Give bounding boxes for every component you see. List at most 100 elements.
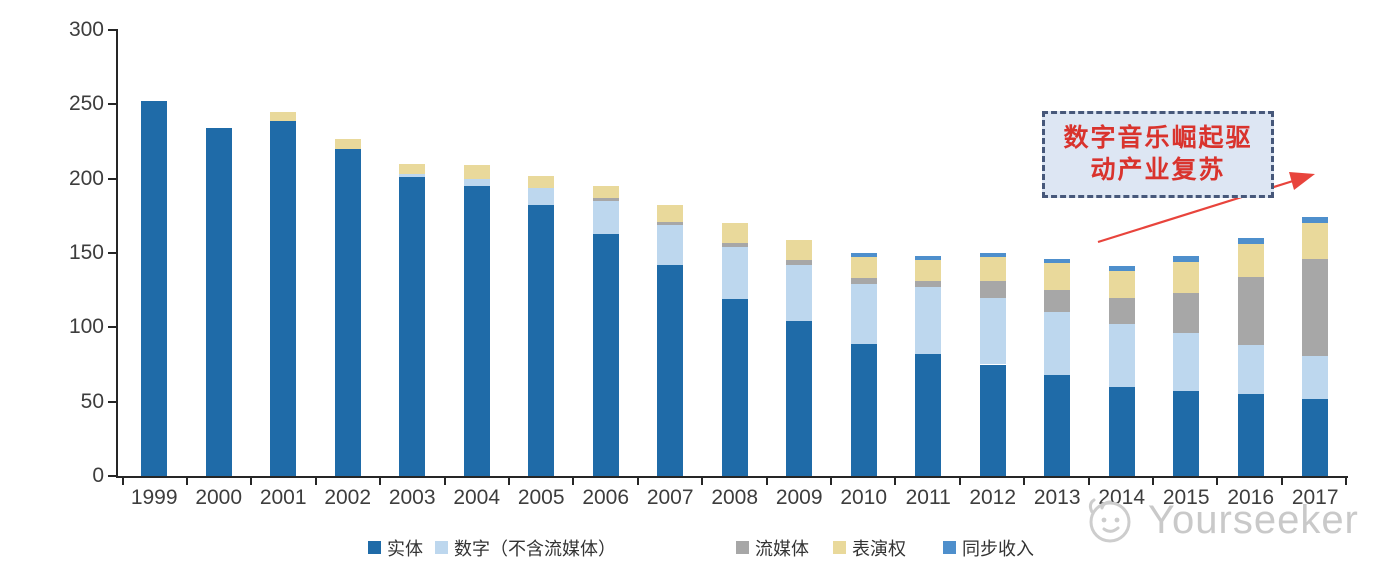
- bar-2011-seg-2: [915, 281, 942, 288]
- bar-2000-seg-0: [205, 128, 232, 476]
- bar-2010-seg-1: [850, 284, 877, 344]
- annotation-text-line1: 数字音乐崛起驱: [1063, 124, 1253, 152]
- bar-2004-seg-3: [463, 165, 490, 179]
- bar-2003-seg-0: [399, 177, 426, 476]
- legend-swatch-0: [368, 541, 381, 554]
- legend-label-2: 流媒体: [755, 538, 809, 559]
- bar-2005-seg-0: [528, 205, 555, 476]
- bar-2011-seg-4: [915, 255, 942, 261]
- bar-2016-seg-1: [1237, 345, 1264, 395]
- bar-2001-seg-0: [270, 120, 297, 476]
- legend-item-3: 表演权: [833, 539, 906, 559]
- watermark-logo-icon: [1088, 498, 1131, 543]
- bar-2006-seg-0: [592, 233, 619, 476]
- bar-2009-seg-2: [786, 260, 813, 265]
- x-label-2013: 2013: [1033, 486, 1081, 509]
- x-label-2017: 2017: [1291, 486, 1339, 509]
- y-label-100: 100: [68, 315, 104, 339]
- y-tick-0: [108, 475, 117, 477]
- legend-label-1: 数字（不含流媒体）: [454, 538, 616, 559]
- bar-2004-seg-0: [463, 186, 490, 476]
- bar-2002-seg-0: [334, 148, 361, 476]
- bar-2013-seg-1: [1044, 312, 1071, 375]
- bar-2012-seg-3: [979, 257, 1006, 282]
- x-label-2010: 2010: [840, 486, 888, 509]
- x-label-2008: 2008: [711, 486, 759, 509]
- x-label-2006: 2006: [582, 486, 630, 509]
- x-tick-1: [185, 477, 188, 485]
- x-tick-7: [572, 477, 575, 485]
- bar-2004-seg-1: [463, 178, 490, 187]
- bar-2016-seg-3: [1237, 244, 1264, 277]
- y-tick-50: [108, 400, 117, 403]
- bar-2002-seg-3: [334, 138, 361, 149]
- x-tick-16: [1151, 477, 1154, 485]
- bar-2013-seg-3: [1044, 263, 1071, 291]
- x-tick-13: [958, 477, 961, 485]
- bar-2017-seg-2: [1302, 258, 1329, 356]
- y-label-200: 200: [68, 166, 104, 190]
- x-axis-line: [116, 476, 1348, 478]
- x-tick-6: [507, 477, 510, 485]
- bar-2010-seg-2: [850, 278, 877, 285]
- x-label-2004: 2004: [453, 486, 501, 509]
- bar-2009-seg-0: [786, 321, 813, 476]
- x-tick-18: [1280, 477, 1283, 485]
- x-tick-9: [701, 477, 704, 485]
- bar-2007-seg-2: [657, 221, 684, 225]
- bar-2015-seg-3: [1173, 261, 1200, 294]
- legend-item-4: 同步收入: [943, 539, 1034, 559]
- annotation-text-line2: 动产业复苏: [1090, 156, 1226, 184]
- bar-2009-seg-1: [786, 264, 813, 322]
- bar-2011-seg-0: [915, 354, 942, 476]
- bar-2008-seg-2: [721, 242, 748, 248]
- legend-item-2: 流媒体: [736, 539, 809, 559]
- y-label-0: 0: [92, 464, 104, 487]
- x-label-2015: 2015: [1162, 486, 1210, 509]
- bar-2015-seg-2: [1173, 293, 1200, 334]
- x-tick-4: [379, 477, 382, 485]
- y-tick-300: [108, 29, 117, 31]
- bar-2012-seg-1: [979, 297, 1006, 365]
- bar-2015-seg-0: [1173, 391, 1200, 476]
- bar-2016-seg-0: [1237, 394, 1264, 476]
- x-label-1999: 1999: [130, 486, 178, 509]
- x-tick-11: [829, 477, 832, 485]
- bar-2017-seg-1: [1302, 355, 1329, 399]
- bar-2016-seg-2: [1237, 276, 1264, 346]
- bar-2012-seg-4: [979, 253, 1006, 258]
- bar-2017-seg-3: [1302, 223, 1329, 259]
- legend-swatch-4: [943, 541, 956, 554]
- x-tick-19: [1345, 477, 1348, 485]
- legend-item-1: 数字（不含流媒体）: [435, 539, 616, 559]
- bar-2013-seg-2: [1044, 290, 1071, 313]
- y-label-150: 150: [68, 241, 104, 264]
- bar-2001-seg-3: [270, 111, 297, 121]
- bar-2005-seg-3: [528, 175, 555, 188]
- bar-2016-seg-4: [1237, 238, 1264, 245]
- bar-2008-seg-0: [721, 299, 748, 476]
- legend-swatch-1: [435, 541, 448, 554]
- bar-2009-seg-3: [786, 239, 813, 261]
- bar-2014-seg-0: [1108, 386, 1135, 476]
- bar-2017-seg-4: [1302, 217, 1329, 224]
- x-tick-10: [765, 477, 768, 485]
- x-tick-2: [250, 477, 253, 485]
- bar-2017-seg-0: [1302, 398, 1329, 476]
- bar-1999-seg-0: [141, 101, 168, 476]
- bar-2006-seg-1: [592, 200, 619, 234]
- y-tick-100: [108, 326, 117, 329]
- bar-2012-seg-2: [979, 281, 1006, 298]
- bar-2012-seg-0: [979, 364, 1006, 476]
- x-label-2012: 2012: [969, 486, 1017, 509]
- legend-label-0: 实体: [387, 538, 423, 559]
- watermark: Yourseeker: [1080, 492, 1359, 548]
- y-tick-150: [108, 252, 117, 254]
- x-label-2001: 2001: [259, 486, 307, 509]
- legend-label-3: 表演权: [852, 538, 906, 559]
- watermark-text: Yourseeker: [1148, 497, 1359, 542]
- bar-2006-seg-3: [592, 186, 619, 198]
- bar-2008-seg-1: [721, 247, 748, 300]
- bar-2008-seg-3: [721, 223, 748, 243]
